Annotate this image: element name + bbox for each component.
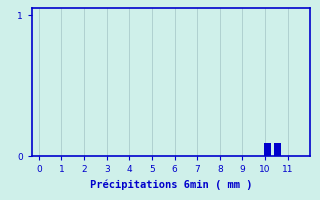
X-axis label: Précipitations 6min ( mm ): Précipitations 6min ( mm ) bbox=[90, 180, 252, 190]
Bar bbox=[275, 143, 281, 156]
Bar bbox=[264, 143, 271, 156]
